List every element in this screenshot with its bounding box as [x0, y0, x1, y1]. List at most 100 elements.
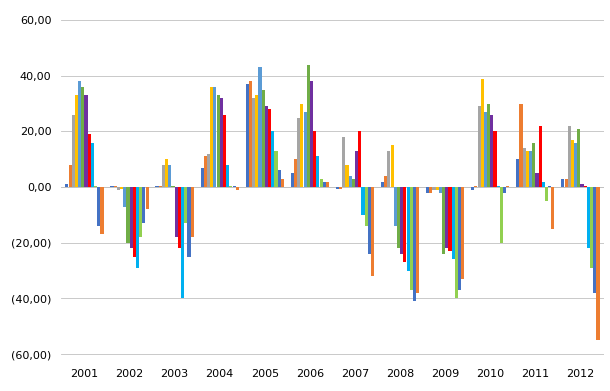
Bar [68, 165, 71, 187]
Bar [361, 187, 365, 215]
Bar [397, 187, 400, 248]
Bar [442, 187, 445, 254]
Bar [381, 181, 384, 187]
Bar [461, 187, 464, 279]
Bar [342, 137, 345, 187]
Bar [594, 187, 597, 293]
Bar [539, 126, 542, 187]
Bar [320, 179, 323, 187]
Bar [84, 95, 88, 187]
Bar [445, 187, 448, 248]
Bar [339, 187, 342, 188]
Bar [91, 143, 94, 187]
Bar [265, 106, 268, 187]
Bar [252, 98, 255, 187]
Bar [204, 156, 207, 187]
Bar [232, 186, 235, 187]
Bar [184, 187, 187, 223]
Bar [201, 168, 204, 187]
Bar [352, 179, 355, 187]
Bar [484, 112, 487, 187]
Bar [304, 112, 307, 187]
Bar [581, 184, 584, 187]
Bar [129, 187, 133, 248]
Bar [113, 186, 117, 187]
Bar [384, 176, 387, 187]
Bar [217, 95, 220, 187]
Bar [416, 187, 419, 293]
Bar [536, 173, 539, 187]
Bar [120, 187, 123, 188]
Bar [146, 187, 149, 210]
Bar [142, 187, 145, 223]
Bar [487, 104, 490, 187]
Bar [326, 181, 329, 187]
Bar [500, 187, 503, 243]
Bar [590, 187, 593, 268]
Bar [271, 131, 274, 187]
Bar [358, 131, 361, 187]
Bar [207, 154, 210, 187]
Bar [577, 129, 581, 187]
Bar [587, 187, 590, 248]
Bar [162, 165, 165, 187]
Bar [307, 65, 310, 187]
Bar [101, 187, 104, 235]
Bar [545, 187, 548, 201]
Bar [214, 87, 217, 187]
Bar [281, 179, 284, 187]
Bar [436, 187, 439, 190]
Bar [174, 187, 178, 237]
Bar [349, 176, 352, 187]
Bar [226, 165, 229, 187]
Bar [81, 87, 84, 187]
Bar [520, 104, 523, 187]
Bar [110, 186, 113, 187]
Bar [542, 181, 545, 187]
Bar [387, 151, 390, 187]
Bar [448, 187, 451, 251]
Bar [223, 115, 226, 187]
Bar [72, 115, 75, 187]
Bar [403, 187, 406, 262]
Bar [355, 151, 358, 187]
Bar [481, 79, 484, 187]
Bar [523, 148, 526, 187]
Bar [345, 165, 348, 187]
Bar [551, 187, 554, 229]
Bar [597, 187, 600, 340]
Bar [493, 131, 497, 187]
Bar [300, 104, 304, 187]
Bar [455, 187, 458, 298]
Bar [471, 187, 474, 190]
Bar [475, 186, 478, 187]
Bar [294, 159, 297, 187]
Bar [191, 187, 194, 237]
Bar [310, 81, 313, 187]
Bar [400, 187, 403, 254]
Bar [451, 187, 454, 260]
Bar [210, 87, 214, 187]
Bar [65, 184, 68, 187]
Bar [317, 156, 320, 187]
Bar [220, 98, 223, 187]
Bar [139, 187, 142, 237]
Bar [117, 187, 120, 190]
Bar [159, 186, 162, 187]
Bar [249, 81, 252, 187]
Bar [432, 187, 436, 190]
Bar [568, 126, 571, 187]
Bar [548, 186, 551, 187]
Bar [94, 186, 97, 187]
Bar [503, 187, 506, 193]
Bar [181, 187, 184, 298]
Bar [413, 187, 416, 301]
Bar [506, 186, 509, 187]
Bar [97, 187, 101, 226]
Bar [532, 143, 536, 187]
Bar [168, 165, 171, 187]
Bar [529, 151, 532, 187]
Bar [165, 159, 168, 187]
Bar [571, 140, 574, 187]
Bar [75, 95, 78, 187]
